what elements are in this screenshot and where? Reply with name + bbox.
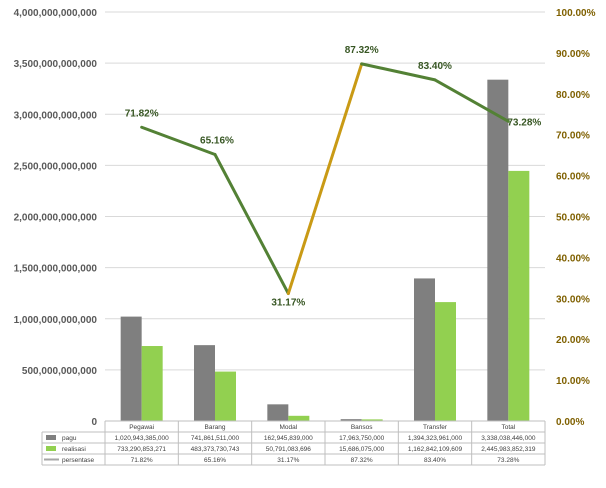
bar-realisasi: [361, 419, 383, 421]
right-axis-tick-label: 20.00%: [556, 335, 590, 346]
table-cell-persentase: 83.40%: [424, 457, 446, 464]
left-axis-tick-label: 2,500,000,000,000: [14, 161, 98, 172]
legend-label: pagu: [62, 435, 77, 442]
left-axis-tick-label: 1,000,000,000,000: [14, 315, 98, 326]
right-axis-tick-label: 40.00%: [556, 253, 590, 264]
legend-key-realisasi: [46, 446, 56, 451]
data-label-persentase: 73.28%: [507, 117, 541, 128]
table-cell-realisasi: 1,162,842,109,609: [408, 446, 463, 453]
bar-realisasi: [435, 302, 456, 421]
data-label-persentase: 31.17%: [271, 298, 305, 309]
right-axis-tick-label: 50.00%: [556, 213, 590, 224]
right-axis-tick-label: 90.00%: [556, 49, 590, 60]
left-axis-tick-label: 4,000,000,000,000: [14, 8, 98, 19]
bar-realisasi: [141, 346, 163, 421]
table-cell-pagu: 1,020,943,385,000: [115, 435, 170, 442]
category-label: Total: [501, 424, 515, 431]
line-segment-persentase: [140, 125, 217, 156]
table-cell-persentase: 87.32%: [351, 457, 373, 464]
bar-realisasi: [508, 170, 530, 421]
line-segment-persentase: [360, 62, 437, 82]
legend-key-pagu: [46, 435, 56, 440]
left-axis-tick-label: 3,500,000,000,000: [14, 59, 98, 70]
line-segment-persentase: [213, 152, 290, 296]
table-cell-pagu: 17,963,750,000: [339, 435, 385, 442]
table-cell-persentase: 65.16%: [204, 457, 226, 464]
bar-pagu: [120, 316, 142, 421]
left-axis-tick-label: 2,000,000,000,000: [14, 213, 98, 224]
data-label-persentase: 71.82%: [125, 108, 159, 119]
line-segment-persentase: [286, 62, 364, 296]
category-label: Barang: [205, 424, 226, 431]
table-cell-persentase: 73.28%: [497, 457, 519, 464]
data-label-persentase: 65.16%: [200, 135, 234, 146]
table-cell-realisasi: 15,686,075,000: [339, 446, 385, 453]
category-label: Pegawai: [129, 424, 154, 431]
legend-label: realisasi: [62, 446, 86, 453]
table-cell-pagu: 741,861,511,000: [191, 435, 240, 442]
table-cell-realisasi: 733,290,853,271: [117, 446, 166, 453]
table-cell-pagu: 3,338,038,446,000: [481, 435, 536, 442]
table-cell-pagu: 162,945,839,000: [264, 435, 313, 442]
table-cell-persentase: 71.82%: [131, 457, 153, 464]
data-label-persentase: 83.40%: [418, 61, 452, 72]
table-cell-persentase: 31.17%: [277, 457, 299, 464]
table-cell-realisasi: 2,445,983,852,319: [481, 446, 536, 453]
table-cell-realisasi: 50,791,083,696: [266, 446, 312, 453]
left-axis-tick-label: 3,000,000,000,000: [14, 110, 98, 121]
table-cell-pagu: 1,394,323,961,000: [408, 435, 463, 442]
right-axis-tick-label: 0.00%: [556, 417, 584, 428]
left-axis-tick-label: 1,500,000,000,000: [14, 264, 98, 275]
right-axis-tick-label: 100.00%: [556, 8, 596, 19]
bar-pagu: [487, 79, 509, 421]
right-axis-tick-label: 80.00%: [556, 90, 590, 101]
category-label: Transfer: [423, 424, 448, 431]
line-segment-persentase: [433, 78, 510, 123]
bar-pagu: [194, 345, 215, 421]
data-label-persentase: 87.32%: [345, 45, 379, 56]
left-axis-tick-label: 0: [91, 417, 97, 428]
category-label: Modal: [279, 424, 297, 431]
right-axis-tick-label: 30.00%: [556, 294, 590, 305]
bar-pagu: [414, 278, 435, 421]
category-label: Bansos: [351, 424, 373, 431]
bar-realisasi: [215, 371, 236, 421]
right-axis-tick-label: 10.00%: [556, 376, 590, 387]
right-axis-tick-label: 70.00%: [556, 131, 590, 142]
legend-label: persentase: [62, 457, 95, 464]
bar-pagu: [267, 404, 289, 421]
table-cell-realisasi: 483,373,730,743: [191, 446, 240, 453]
right-axis-tick-label: 60.00%: [556, 172, 590, 183]
bar-pagu: [340, 419, 362, 421]
left-axis-tick-label: 500,000,000,000: [22, 366, 98, 377]
bar-realisasi: [288, 415, 310, 421]
